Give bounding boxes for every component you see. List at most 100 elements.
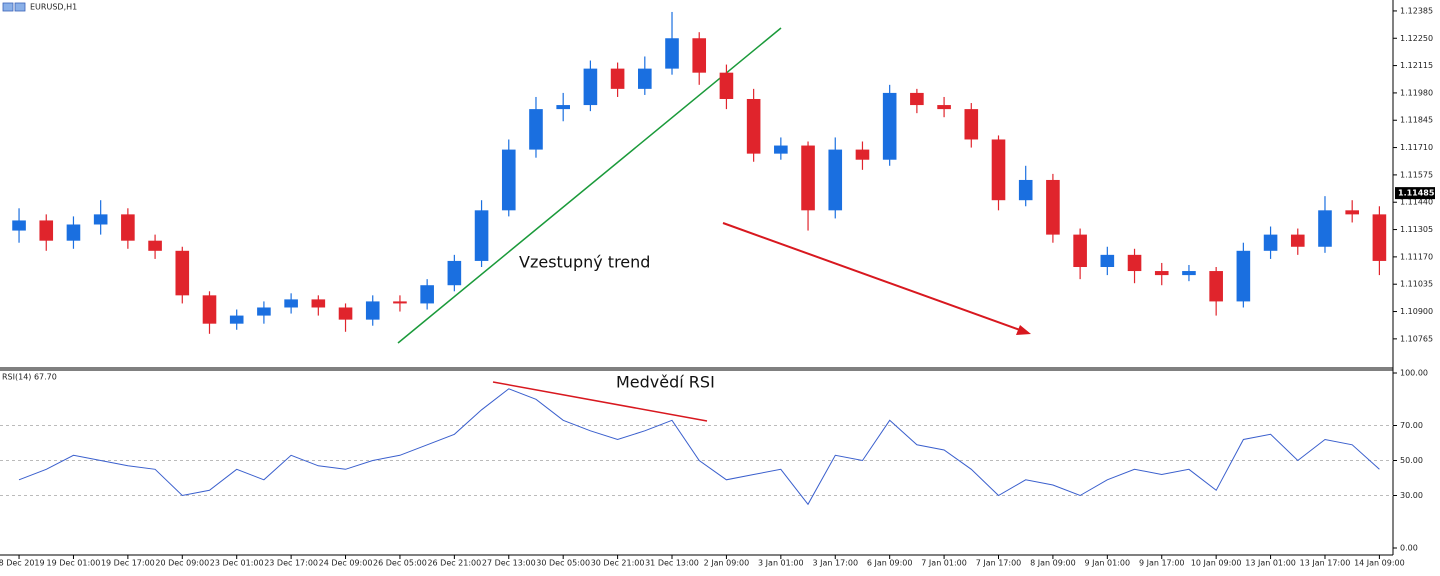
y-tick-label: 100.00 — [1400, 369, 1428, 378]
x-tick-label: 10 Jan 09:00 — [1191, 559, 1242, 568]
y-tick-label: 1.10900 — [1400, 307, 1433, 316]
candle-body — [1018, 179, 1033, 201]
candle-body — [175, 250, 190, 296]
candle-body — [501, 149, 516, 211]
candle-body — [420, 285, 434, 304]
candle-body — [1318, 210, 1332, 247]
candle-body — [583, 68, 598, 106]
x-tick-label: 6 Jan 09:00 — [867, 559, 913, 568]
rsi-line — [18, 388, 1380, 506]
candle-body — [1209, 271, 1223, 302]
candle-body — [991, 139, 1006, 201]
x-tick-label: 18 Dec 2019 — [0, 559, 45, 568]
y-tick-label: 1.11305 — [1400, 225, 1433, 234]
trend-arrow — [722, 222, 1021, 331]
candle-body — [1046, 179, 1060, 235]
candle-body — [474, 210, 489, 261]
y-tick-label: 1.11440 — [1400, 198, 1433, 207]
candle-body — [1127, 254, 1142, 272]
candle-body — [202, 295, 217, 324]
x-tick-label: 20 Dec 09:00 — [155, 559, 209, 568]
rsi-label: RSI(14) 67.70 — [2, 373, 57, 382]
candle-body — [284, 299, 298, 308]
y-tick-label: 1.12385 — [1400, 6, 1433, 15]
x-tick-label: 3 Jan 01:00 — [758, 559, 804, 568]
marks: 1.12385 1.12250 1.12115 1.11980 1.11845 1.117… — [0, 6, 1435, 568]
candle-body — [447, 260, 462, 286]
y-tick-label: 50.00 — [1400, 456, 1423, 465]
x-tick-label: 3 Jan 17:00 — [812, 559, 858, 568]
candle-body — [692, 38, 707, 73]
y-tick-label: 1.11035 — [1400, 280, 1433, 289]
current-price-label: 1.11485 — [1398, 189, 1435, 198]
candle-body — [828, 149, 843, 211]
candle-body — [801, 145, 815, 211]
candle-body — [39, 220, 54, 241]
y-tick-label: 1.11980 — [1400, 88, 1433, 97]
candle-body — [257, 307, 271, 316]
candle-body — [855, 149, 870, 160]
candle-body — [638, 68, 652, 89]
x-tick-label: 14 Jan 09:00 — [1354, 559, 1405, 568]
symbol-icon — [2, 2, 14, 12]
y-tick-label: 1.12250 — [1400, 34, 1433, 43]
x-tick-label: 27 Dec 13:00 — [482, 559, 536, 568]
y-tick-label: 0.00 — [1400, 544, 1418, 553]
candle-body — [964, 109, 979, 140]
candle-body — [393, 301, 407, 304]
x-tick-label: 9 Jan 01:00 — [1085, 559, 1131, 568]
y-tick-label: 30.00 — [1400, 491, 1423, 500]
symbol-icon — [14, 2, 26, 12]
candle-body — [882, 92, 897, 160]
candle-body — [529, 109, 543, 150]
annotation: Medvědí RSI — [616, 373, 715, 392]
candle-body — [1263, 234, 1278, 251]
chart-title: EURUSD,H1 — [30, 3, 77, 12]
y-tick-label: 1.12115 — [1400, 61, 1433, 70]
candle-body — [365, 301, 380, 320]
candle-body — [1154, 271, 1169, 276]
candle-body — [1345, 210, 1359, 215]
x-tick-label: 7 Jan 17:00 — [976, 559, 1022, 568]
y-tick-label: 70.00 — [1400, 421, 1423, 430]
candle-body — [774, 145, 788, 154]
candle-body — [12, 220, 26, 231]
y-tick-label: 1.11845 — [1400, 116, 1433, 125]
x-tick-label: 30 Dec 21:00 — [591, 559, 645, 568]
x-tick-label: 9 Jan 17:00 — [1139, 559, 1185, 568]
rsi-divergence-line — [492, 381, 708, 422]
candle-body — [610, 68, 625, 89]
annotation: Vzestupný trend — [519, 253, 650, 272]
candle-body — [93, 214, 108, 225]
x-tick-label: 13 Jan 17:00 — [1300, 559, 1351, 568]
candle-body — [1073, 234, 1087, 268]
candle-body — [121, 214, 135, 241]
x-tick-label: 23 Dec 01:00 — [210, 559, 264, 568]
arrow-head — [1016, 325, 1031, 335]
x-tick-label: 23 Dec 17:00 — [264, 559, 318, 568]
candle-body — [148, 240, 162, 251]
x-tick-label: 8 Jan 09:00 — [1030, 559, 1076, 568]
y-tick-label: 1.11710 — [1400, 143, 1433, 152]
candle-body — [229, 315, 244, 324]
x-tick-label: 31 Dec 13:00 — [645, 559, 699, 568]
current-price-box — [1395, 187, 1435, 200]
y-tick-label: 1.11575 — [1400, 170, 1433, 179]
candle-body — [338, 307, 353, 320]
candle-body — [910, 92, 924, 106]
x-tick-label: 30 Dec 05:00 — [536, 559, 590, 568]
candle-body — [1236, 250, 1251, 302]
candle-body — [1182, 271, 1196, 276]
trend-line — [397, 27, 782, 344]
x-tick-label: 26 Dec 05:00 — [373, 559, 427, 568]
x-tick-label: 7 Jan 01:00 — [921, 559, 967, 568]
candle-body — [937, 105, 951, 110]
y-tick-label: 1.10765 — [1400, 334, 1433, 343]
candle-body — [719, 72, 734, 99]
candle-body — [1290, 234, 1305, 247]
x-tick-label: 26 Dec 21:00 — [427, 559, 481, 568]
candle-body — [665, 38, 679, 69]
candle-body — [66, 224, 81, 241]
